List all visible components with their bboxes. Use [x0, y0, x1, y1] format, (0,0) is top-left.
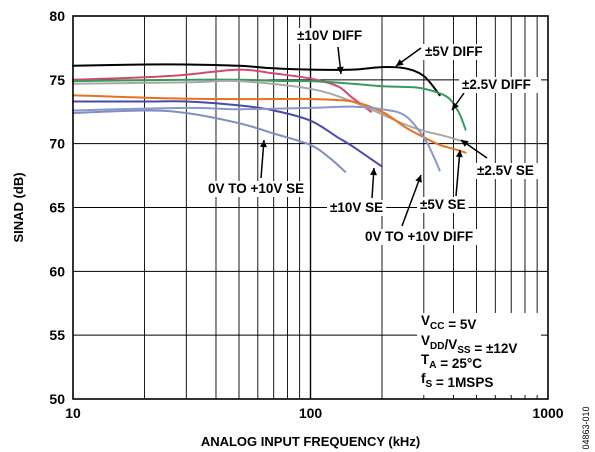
plot-frame: [72, 15, 549, 400]
series-line-pm5v-diff: [72, 63, 441, 97]
condition-text: = 5V: [444, 317, 476, 332]
annotation-leader: [401, 174, 422, 227]
condition-text: f: [421, 371, 426, 386]
annotation-leaders: [259, 46, 488, 227]
annotation-label: ±5V SE: [420, 197, 466, 212]
y-tick-label: 65: [49, 200, 65, 216]
annotation-label: 0V TO +10V DIFF: [365, 229, 473, 244]
condition-text: T: [421, 352, 430, 367]
figure-id: 04863-010: [581, 406, 591, 449]
series-line-pm2-5v-diff: [72, 78, 467, 131]
series-line-pm10v-se: [72, 100, 383, 168]
condition-line: VDD/VSS = ±12V: [421, 333, 517, 356]
x-tick-label: 1000: [532, 405, 563, 421]
conditions-background: [417, 313, 541, 395]
annotation-arrowhead: [461, 140, 469, 147]
annotation-background: [459, 77, 541, 93]
annotation-label: ±10V DIFF: [297, 28, 362, 43]
condition-subscript: CC: [430, 321, 444, 332]
annotation-background: [205, 181, 310, 197]
x-axis-label: ANALOG INPUT FREQUENCY (kHz): [201, 434, 420, 449]
series-lines: [72, 63, 467, 173]
series-line-pm10v-diff: [72, 68, 373, 113]
y-tick-label: 70: [49, 136, 65, 152]
annotation-arrowhead: [452, 102, 459, 110]
y-tick-label: 80: [49, 8, 65, 24]
annotation-label: ±2.5V DIFF: [462, 77, 531, 92]
condition-text: = ±12V: [471, 341, 518, 356]
annotation-arrowhead: [396, 59, 404, 66]
series-line-pm2-5v-se: [72, 79, 467, 144]
y-tick-label: 55: [49, 327, 65, 343]
annotation-label: ±10V SE: [330, 200, 383, 215]
x-tick-label: 100: [299, 405, 323, 421]
condition-line: VCC = 5V: [421, 313, 476, 332]
annotation-background: [327, 200, 387, 216]
annotation-arrowhead: [415, 175, 422, 183]
y-tick-label: 75: [49, 72, 65, 88]
annotation-arrowhead: [455, 150, 463, 158]
annotation-arrowhead: [370, 168, 378, 176]
annotation-label: 0V TO +10V SE: [208, 181, 304, 196]
y-tick-labels: 50 55 60 65 70 75 80: [49, 8, 65, 407]
condition-subscript: SS: [457, 345, 471, 356]
y-tick-label: 50: [49, 391, 65, 407]
y-tick-label: 60: [49, 263, 65, 279]
series-line-pm5v-se: [72, 94, 467, 154]
y-axis-label: SINAD (dB): [11, 172, 26, 242]
annotation-label: ±2.5V SE: [477, 163, 534, 178]
x-tick-label: 10: [65, 405, 81, 421]
condition-subscript: S: [426, 379, 433, 390]
annotation-background: [474, 163, 541, 179]
series-line-0v-to-10v-diff: [72, 105, 441, 172]
condition-text: V: [421, 333, 430, 348]
condition-subscript: DD: [430, 341, 444, 352]
condition-line: fS = 1MSPS: [421, 371, 493, 390]
condition-text: = 1MSPS: [432, 375, 493, 390]
condition-text: = 25°C: [436, 356, 482, 371]
annotation-leader: [455, 149, 461, 197]
series-line-0v-to-10v-se: [72, 109, 347, 173]
condition-text: /V: [444, 337, 457, 352]
annotation-arrowhead: [336, 66, 344, 74]
annotation-background: [294, 28, 369, 44]
annotation-arrowhead: [259, 140, 267, 148]
annotation-background: [417, 197, 469, 213]
x-tick-labels: 10 100 1000: [65, 405, 564, 421]
annotation-label: ±5V DIFF: [425, 44, 483, 59]
annotation-background: [362, 229, 482, 245]
condition-subscript: A: [429, 360, 436, 371]
annotation-background: [422, 44, 489, 60]
series-annotations: ±10V DIFF ±5V DIFF ±2.5V DIFF ±2.5V SE ±5V S…: [205, 28, 541, 245]
condition-text: V: [421, 313, 430, 328]
condition-line: TA = 25°C: [421, 352, 482, 371]
